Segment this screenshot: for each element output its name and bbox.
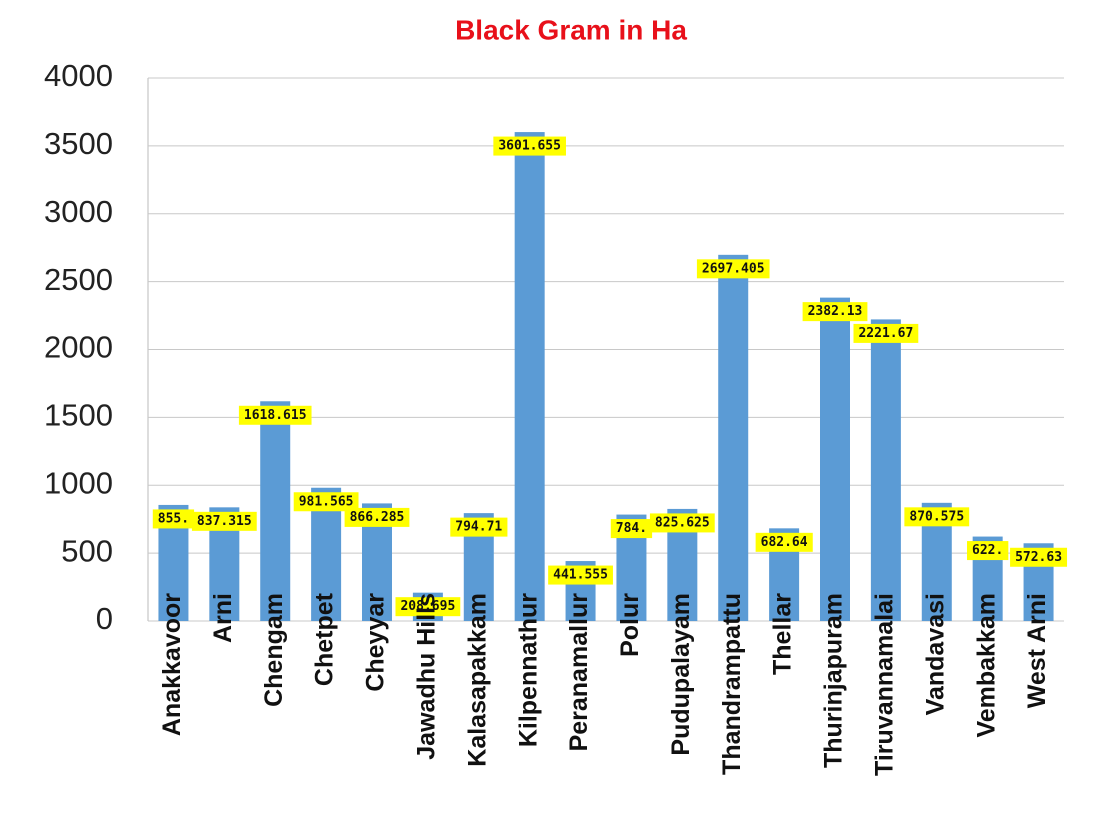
value-label-box bbox=[853, 323, 919, 343]
value-label: 866.285 bbox=[344, 507, 410, 527]
value-label: 794.71 bbox=[450, 517, 508, 537]
chart-title: Black Gram in Ha bbox=[455, 14, 687, 45]
value-label-text: 622. bbox=[972, 543, 1003, 558]
x-tick-label: West Arni bbox=[1023, 593, 1051, 708]
value-label-text: 870.575 bbox=[909, 509, 964, 524]
y-tick-label: 0 bbox=[96, 601, 113, 636]
value-label: 855. bbox=[152, 509, 195, 529]
value-label-text: 866.285 bbox=[350, 510, 405, 525]
value-label: 682.64 bbox=[755, 532, 813, 552]
value-label-text: 855. bbox=[158, 511, 189, 526]
value-label: 572.63 bbox=[1010, 547, 1068, 567]
x-tick-label: Thurinjapuram bbox=[820, 593, 848, 768]
x-tick-label: Jawadhu Hills bbox=[412, 593, 440, 760]
value-label: 981.565 bbox=[293, 492, 359, 512]
x-tick-label: Thandrampattu bbox=[718, 593, 746, 775]
value-label-box bbox=[1010, 547, 1068, 567]
value-label-text: 837.315 bbox=[197, 514, 252, 529]
value-label-text: 981.565 bbox=[299, 494, 354, 509]
value-label: 208.695 bbox=[395, 597, 461, 617]
x-tick-label: Kalasapakkam bbox=[463, 593, 491, 767]
value-label-text: 682.64 bbox=[761, 535, 808, 550]
value-label-box bbox=[548, 565, 613, 585]
x-tick-label: Kilpennathur bbox=[514, 593, 542, 747]
x-tick-label: Cheyyar bbox=[362, 593, 390, 692]
bar bbox=[820, 297, 850, 621]
x-tick-label: Chengam bbox=[260, 593, 288, 707]
value-label-box bbox=[191, 511, 257, 531]
value-label: 1618.615 bbox=[238, 405, 312, 425]
y-tick-label: 3000 bbox=[44, 194, 113, 229]
value-label: 870.575 bbox=[904, 507, 970, 527]
value-label: 622. bbox=[967, 541, 1009, 561]
value-label-text: 2221.67 bbox=[858, 326, 913, 341]
bar bbox=[870, 319, 901, 621]
value-label-box bbox=[493, 136, 566, 156]
value-label-box bbox=[344, 507, 410, 527]
x-tick-label: Vembakkam bbox=[972, 593, 1000, 738]
value-label-box bbox=[152, 509, 195, 529]
value-label-text: 3601.655 bbox=[498, 139, 561, 154]
value-label-box bbox=[395, 597, 461, 617]
value-label-text: 2382.13 bbox=[808, 304, 863, 319]
value-label-text: 441.555 bbox=[553, 568, 608, 583]
y-tick-label: 1000 bbox=[44, 465, 113, 500]
y-tick-label: 4000 bbox=[44, 58, 113, 93]
value-label-text: 1618.615 bbox=[244, 408, 307, 423]
value-label-box bbox=[293, 492, 359, 512]
y-tick-label: 3500 bbox=[44, 126, 113, 161]
x-tick-label: Thellar bbox=[769, 593, 797, 675]
x-tick-label: Arni bbox=[209, 593, 237, 643]
x-tick-label: Pudupalayam bbox=[667, 593, 695, 756]
value-label-box bbox=[904, 507, 970, 527]
value-label: 3601.655 bbox=[493, 136, 566, 156]
bars bbox=[158, 132, 1054, 622]
value-label-text: 572.63 bbox=[1015, 550, 1062, 565]
x-labels: Anakkavoor Arni Chengam Chetpet Cheyyar Jawad… bbox=[158, 592, 1051, 776]
value-label-text: 825.625 bbox=[655, 515, 710, 530]
value-label-text: 2697.405 bbox=[702, 261, 765, 276]
value-label: 2221.67 bbox=[853, 323, 919, 343]
y-tick-label: 500 bbox=[61, 533, 113, 568]
value-label-text: 784. bbox=[616, 521, 647, 536]
value-label: 837.315 bbox=[191, 511, 257, 531]
y-tick-label: 1500 bbox=[44, 398, 113, 433]
bar bbox=[718, 254, 749, 621]
x-tick-label: Polur bbox=[616, 593, 644, 657]
value-label: 825.625 bbox=[649, 513, 715, 533]
value-label-box bbox=[238, 405, 312, 425]
x-tick-label: Vandavasi bbox=[921, 593, 949, 715]
bar bbox=[260, 401, 291, 621]
x-tick-label: Anakkavoor bbox=[158, 593, 186, 736]
y-tick-label: 2500 bbox=[44, 262, 113, 297]
value-label: 784. bbox=[610, 519, 653, 539]
x-tick-label: Peranamallur bbox=[565, 593, 593, 752]
value-label-box bbox=[696, 259, 770, 279]
value-label-box bbox=[802, 302, 868, 322]
value-label: 441.555 bbox=[548, 565, 613, 585]
value-label-box bbox=[755, 532, 813, 552]
value-label-text: 208.695 bbox=[400, 599, 455, 614]
bar bbox=[514, 132, 545, 622]
value-label: 2382.13 bbox=[802, 302, 868, 322]
x-tick-label: Tiruvannamalai bbox=[870, 593, 898, 776]
value-label-text: 794.71 bbox=[455, 520, 502, 535]
value-label-box bbox=[610, 519, 653, 539]
value-label: 2697.405 bbox=[696, 259, 770, 279]
x-tick-label: Chetpet bbox=[311, 592, 339, 686]
value-label-box bbox=[649, 513, 715, 533]
y-tick-label: 2000 bbox=[44, 330, 113, 365]
value-label-box bbox=[450, 517, 508, 537]
value-label-box bbox=[967, 541, 1009, 561]
